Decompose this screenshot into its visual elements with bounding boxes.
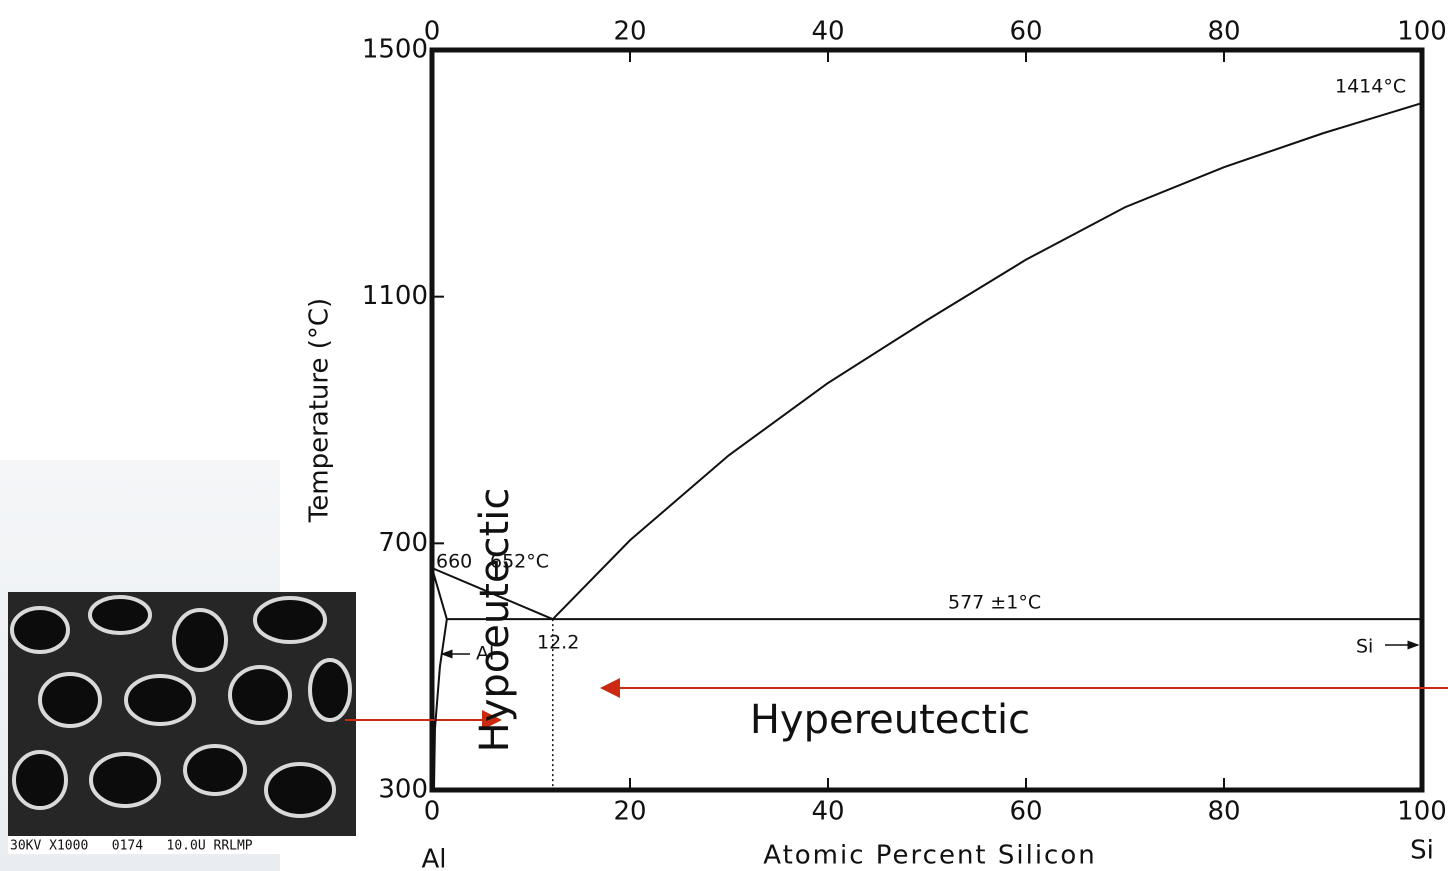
x-tick-label: 0 xyxy=(424,797,441,827)
x-tick-label: 80 xyxy=(1207,797,1240,827)
phase-boundary xyxy=(431,567,448,791)
y-tick-label: 1500 xyxy=(362,35,428,65)
x-tick-label: 100 xyxy=(1397,797,1447,827)
x-tick-label: 40 xyxy=(811,797,844,827)
plot-frame xyxy=(429,47,1425,793)
x2-tick-label: 80 xyxy=(1207,17,1240,47)
x2-tick-label: 20 xyxy=(613,17,646,47)
annotation: 652°C xyxy=(490,551,549,573)
annotation: 1414°C xyxy=(1335,76,1406,98)
region-label: Hypereutectic xyxy=(750,697,1030,743)
x-tick-label: 60 xyxy=(1009,797,1042,827)
x2-tick-label: 0 xyxy=(424,17,441,47)
end-label: Al xyxy=(421,845,446,871)
x-axis-label: Atomic Percent Silicon xyxy=(763,841,1097,871)
micrograph-caption: 30KV X1000 0174 10.0U RRLMP xyxy=(10,839,253,854)
y-tick-label: 700 xyxy=(378,528,428,558)
annotation: 12.2 xyxy=(537,632,579,654)
annotation: 660 xyxy=(436,551,472,573)
x-tick-label: 20 xyxy=(613,797,646,827)
y-tick-label: 300 xyxy=(378,775,428,805)
annotation: Si xyxy=(1356,636,1373,658)
x2-tick-label: 60 xyxy=(1009,17,1042,47)
phase-boundary xyxy=(431,567,554,621)
phase-boundary xyxy=(552,102,1423,620)
micrograph: 30KV X1000 0174 10.0U RRLMP xyxy=(8,592,356,854)
annotation: 577 ±1°C xyxy=(948,592,1041,614)
annotation: Al xyxy=(476,643,494,665)
x2-tick-label: 100 xyxy=(1397,17,1447,47)
y-tick-label: 1100 xyxy=(362,281,428,311)
y-axis-label: Temperature (°C) xyxy=(305,298,335,523)
end-label: Si xyxy=(1410,836,1434,866)
x2-tick-label: 40 xyxy=(811,17,844,47)
